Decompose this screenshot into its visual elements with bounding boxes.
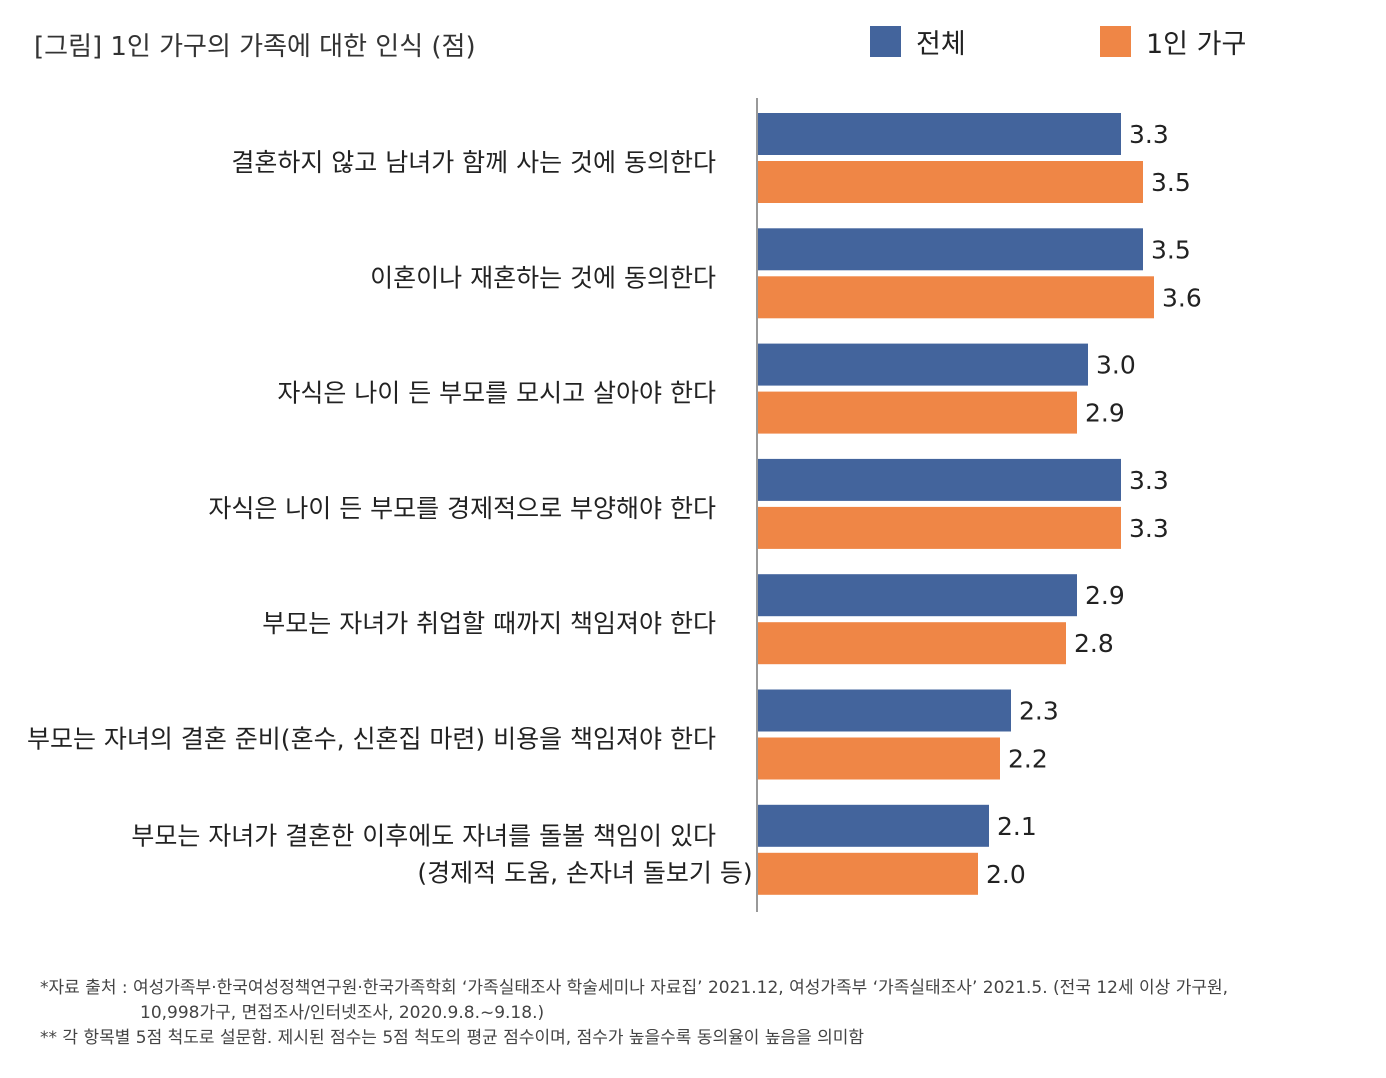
category-label: 부모는 자녀의 결혼 준비(혼수, 신혼집 마련) 비용을 책임져야 한다 [27,725,716,754]
bar-single [758,276,1154,319]
source-note-line1: *자료 출처 : 여성가족부·한국여성정책연구원·한국가족학회 ‘가족실태조사 … [40,978,1229,998]
category-label: 결혼하지 않고 남녀가 함께 사는 것에 동의한다 [231,148,716,177]
bar-chart: 결혼하지 않고 남녀가 함께 사는 것에 동의한다 3.3 3.5 이혼이나 재혼하는… [27,98,1202,912]
legend-swatch-single [1100,25,1131,57]
bar-total [758,574,1077,617]
data-label-single: 3.6 [1162,283,1202,312]
bar-single [758,506,1121,549]
bar-single [758,622,1066,665]
data-label-total: 3.0 [1096,351,1136,380]
data-label-total: 3.3 [1129,120,1169,149]
data-label-total: 2.3 [1019,697,1059,726]
legend-item-total: 전체 [870,24,966,60]
category-label: 이혼이나 재혼하는 것에 동의한다 [370,263,716,292]
data-label-single: 2.8 [1074,629,1114,658]
legend-item-single: 1인 가구 [1100,24,1247,60]
legend-label-total: 전체 [916,28,966,60]
data-label-total: 2.9 [1085,581,1125,610]
data-label-total: 3.3 [1129,466,1169,495]
category-label: 부모는 자녀가 취업할 때까지 책임져야 한다 [262,609,716,638]
bar-single [758,161,1143,203]
source-note-line2: 10,998가구, 면접조사/인터넷조사, 2020.9.8.~9.18.) [140,1003,545,1023]
category-label: 자식은 나이 든 부모를 모시고 살아야 한다 [277,379,716,408]
data-label-total: 2.1 [997,812,1037,841]
bar-total [758,228,1143,271]
category-label: 부모는 자녀가 결혼한 이후에도 자녀를 돌볼 책임이 있다 [131,821,716,850]
data-label-single: 2.0 [986,860,1026,889]
chart-title: [그림] 1인 가구의 가족에 대한 인식 (점) [34,32,476,62]
bar-total [758,689,1011,732]
data-label-single: 2.9 [1085,399,1125,428]
data-label-total: 3.5 [1151,235,1191,264]
data-label-single: 2.2 [1008,745,1048,774]
scale-note: ** 각 항목별 5점 척도로 설문함. 제시된 점수는 5점 척도의 평균 점… [40,1028,865,1048]
bar-single [758,852,978,895]
category-label: 자식은 나이 든 부모를 경제적으로 부양해야 한다 [208,494,716,523]
bar-total [758,343,1088,386]
category-label: (경제적 도움, 손자녀 돌보기 등) [417,858,752,887]
bar-total [758,458,1121,501]
footnotes: *자료 출처 : 여성가족부·한국여성정책연구원·한국가족학회 ‘가족실태조사 … [40,976,1360,1051]
data-label-single: 3.3 [1129,514,1169,543]
data-label-single: 3.5 [1151,168,1191,197]
legend-label-single: 1인 가구 [1146,28,1247,60]
bar-total [758,804,989,847]
legend-swatch-total [870,25,901,57]
bar-single [758,391,1077,434]
bar-single [758,737,1000,780]
bar-total [758,113,1121,155]
